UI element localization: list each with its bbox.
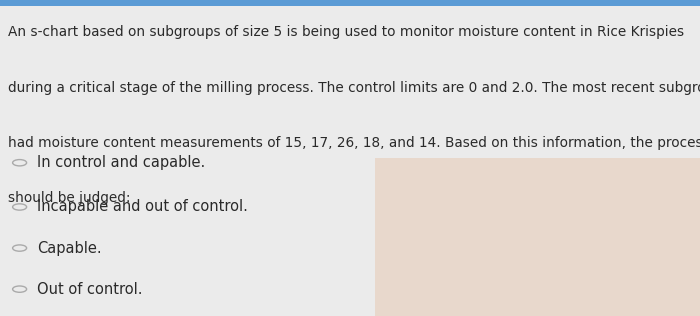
Text: Incapable and out of control.: Incapable and out of control. <box>37 199 248 215</box>
Text: In control and capable.: In control and capable. <box>37 155 205 170</box>
Text: An s-chart based on subgroups of size 5 is being used to monitor moisture conten: An s-chart based on subgroups of size 5 … <box>8 25 685 39</box>
Text: Out of control.: Out of control. <box>37 282 143 297</box>
Text: Capable.: Capable. <box>37 240 102 256</box>
FancyBboxPatch shape <box>0 0 700 6</box>
Text: had moisture content measurements of 15, 17, 26, 18, and 14. Based on this infor: had moisture content measurements of 15,… <box>8 136 700 150</box>
Text: during a critical stage of the milling process. The control limits are 0 and 2.0: during a critical stage of the milling p… <box>8 81 700 94</box>
FancyBboxPatch shape <box>374 158 700 316</box>
Text: should be judged:: should be judged: <box>8 191 131 205</box>
